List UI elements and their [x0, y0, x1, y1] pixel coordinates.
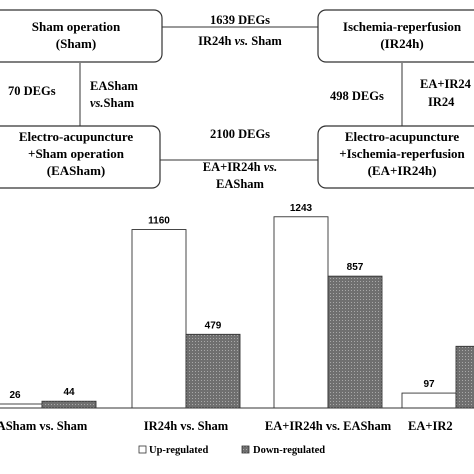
bar-up-1	[131, 229, 187, 409]
data-labels-group: 26 44 1160 479 1243 857 97	[9, 203, 435, 401]
node-box-easham	[0, 125, 161, 189]
deg-bar-chart: 26 44 1160 479 1243 857 97 ASham vs. Sham IR24h…	[0, 203, 474, 456]
node-eair24h-line2: +Ischemia-reperfusion	[339, 146, 465, 161]
data-label-up-0: 26	[9, 390, 21, 401]
node-sham-line2: (Sham)	[56, 36, 96, 51]
bar-down-3	[455, 345, 474, 409]
bar-up-3	[401, 392, 457, 409]
node-ir24h-line1: Ischemia-reperfusion	[343, 19, 462, 34]
edge-right-comparison-line2: IR24	[428, 95, 455, 109]
bar-down-0	[41, 400, 97, 409]
node-easham-line3: (EASham)	[47, 163, 106, 178]
edge-top-comparison: IR24h vs. Sham	[198, 34, 282, 48]
legend-label-up: Up-regulated	[149, 445, 208, 456]
legend: Up-regulated Down-regulated	[138, 445, 325, 456]
category-labels-group: ASham vs. Sham IR24h vs. Sham EA+IR24h vs.…	[0, 419, 453, 433]
edge-bottom-comparison-line2: EASham	[216, 177, 265, 191]
node-easham-line1: Electro-acupuncture	[19, 129, 134, 144]
bars-group	[0, 216, 474, 409]
edge-bottom-degs: 2100 DEGs	[210, 127, 270, 141]
comparison-diagram: Sham operation (Sham) Ischemia-reperfusi…	[0, 9, 474, 191]
bar-down-2	[327, 275, 383, 409]
node-ir24h-line2: (IR24h)	[380, 36, 423, 51]
edge-right-degs: 498 DEGs	[330, 89, 384, 103]
data-label-down-0: 44	[63, 387, 75, 398]
category-label-2: EA+IR24h vs. EASham	[265, 419, 392, 433]
data-label-down-1: 479	[205, 320, 222, 331]
data-label-up-2: 1243	[290, 203, 313, 214]
node-easham-line2: +Sham operation	[28, 146, 125, 161]
data-label-down-2: 857	[347, 262, 364, 273]
legend-swatch-up	[138, 445, 147, 454]
bar-up-0	[0, 403, 43, 409]
legend-label-down: Down-regulated	[253, 445, 325, 456]
edge-right-comparison-line1: EA+IR24	[420, 77, 472, 91]
category-label-0: ASham vs. Sham	[0, 419, 88, 433]
edge-bottom-comparison-line1: EA+IR24h vs.	[203, 160, 278, 174]
node-eair24h-line3: (EA+IR24h)	[368, 163, 437, 178]
node-box-eair24h	[317, 125, 474, 189]
legend-swatch-down	[241, 445, 250, 454]
data-label-up-3: 97	[423, 379, 435, 390]
bar-up-2	[273, 216, 329, 409]
node-sham-line1: Sham operation	[32, 19, 121, 34]
node-box-ir24h	[317, 9, 474, 63]
node-box-sham	[0, 9, 163, 63]
node-eair24h-line1: Electro-acupuncture	[345, 129, 460, 144]
edge-top-degs: 1639 DEGs	[210, 13, 270, 27]
bar-down-1	[185, 333, 241, 409]
edge-left-comparison-line1: EASham	[90, 79, 139, 93]
data-label-up-1: 1160	[148, 216, 170, 227]
edge-left-comparison-line2: vs.Sham	[90, 96, 135, 110]
category-label-3: EA+IR2	[408, 419, 453, 433]
edge-left-degs: 70 DEGs	[8, 84, 56, 98]
category-label-1: IR24h vs. Sham	[144, 419, 229, 433]
